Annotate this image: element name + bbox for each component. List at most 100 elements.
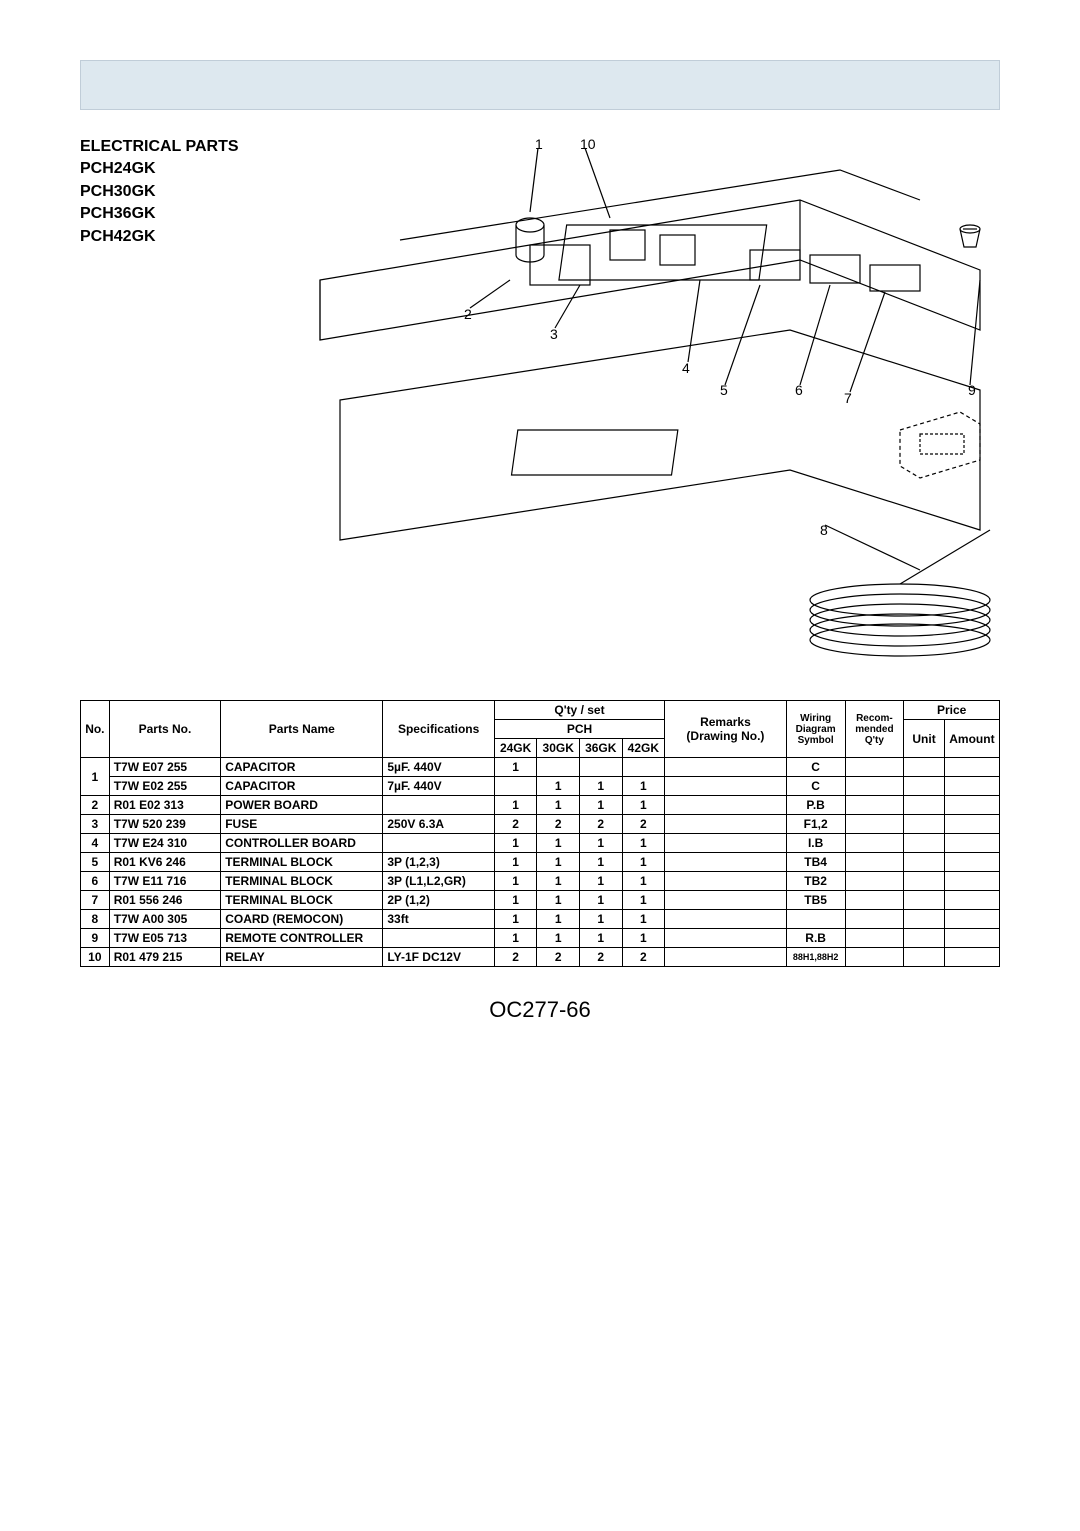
cell-no: 9 xyxy=(81,929,110,948)
cell-q42: 1 xyxy=(622,891,665,910)
cell-q42: 1 xyxy=(622,872,665,891)
model-label-block: ELECTRICAL PARTS PCH24GK PCH30GK PCH36GK… xyxy=(80,130,280,690)
cell-parts-name: REMOTE CONTROLLER xyxy=(221,929,383,948)
cell-parts-name: CAPACITOR xyxy=(221,758,383,777)
cell-q36: 1 xyxy=(579,796,622,815)
callout-4: 4 xyxy=(682,360,690,376)
cell-no: 1 xyxy=(81,758,110,796)
cell-symbol: I.B xyxy=(786,834,845,853)
cell-q36: 1 xyxy=(579,834,622,853)
parts-table-head: No. Parts No. Parts Name Specifications … xyxy=(81,701,1000,758)
parts-table-body: 1T7W E07 255CAPACITOR5µF. 440V1CT7W E02 … xyxy=(81,758,1000,967)
cell-remarks xyxy=(665,872,787,891)
cell-unit xyxy=(904,948,945,967)
cell-q42: 2 xyxy=(622,948,665,967)
cell-q30: 2 xyxy=(537,948,580,967)
cell-recom xyxy=(845,777,904,796)
cell-parts-no: R01 556 246 xyxy=(109,891,220,910)
cell-no: 10 xyxy=(81,948,110,967)
cell-amount xyxy=(944,910,999,929)
cell-amount xyxy=(944,929,999,948)
exploded-diagram: 1 10 2 3 4 5 6 7 9 8 xyxy=(280,130,1000,690)
cell-q24: 1 xyxy=(494,872,537,891)
cell-spec: LY-1F DC12V xyxy=(383,948,494,967)
cell-q36: 1 xyxy=(579,929,622,948)
cell-q30: 1 xyxy=(537,929,580,948)
cell-q36 xyxy=(579,758,622,777)
cell-spec: 33ft xyxy=(383,910,494,929)
cell-q24: 1 xyxy=(494,796,537,815)
cell-symbol: P.B xyxy=(786,796,845,815)
th-price: Price xyxy=(904,701,1000,720)
callout-1: 1 xyxy=(535,136,543,152)
cell-q42 xyxy=(622,758,665,777)
cell-amount xyxy=(944,872,999,891)
cell-no: 6 xyxy=(81,872,110,891)
cell-no: 7 xyxy=(81,891,110,910)
diagram-svg xyxy=(280,130,1000,690)
cell-unit xyxy=(904,777,945,796)
th-qty-set: Q'ty / set xyxy=(494,701,664,720)
cell-q42: 1 xyxy=(622,929,665,948)
cell-recom xyxy=(845,948,904,967)
cell-recom xyxy=(845,910,904,929)
cell-recom xyxy=(845,929,904,948)
table-row: 4T7W E24 310CONTROLLER BOARD1111I.B xyxy=(81,834,1000,853)
cell-symbol xyxy=(786,910,845,929)
cell-symbol: C xyxy=(786,777,845,796)
table-row: 3T7W 520 239FUSE250V 6.3A2222F1,2 xyxy=(81,815,1000,834)
cell-amount xyxy=(944,796,999,815)
cell-symbol: TB4 xyxy=(786,853,845,872)
cell-no: 8 xyxy=(81,910,110,929)
cell-unit xyxy=(904,834,945,853)
cell-parts-name: TERMINAL BLOCK xyxy=(221,872,383,891)
cell-q42: 1 xyxy=(622,853,665,872)
cell-spec: 3P (1,2,3) xyxy=(383,853,494,872)
cell-q24: 2 xyxy=(494,948,537,967)
cell-amount xyxy=(944,834,999,853)
cell-q42: 1 xyxy=(622,796,665,815)
cell-q24: 1 xyxy=(494,929,537,948)
cell-q42: 1 xyxy=(622,910,665,929)
table-row: 2R01 E02 313POWER BOARD1111P.B xyxy=(81,796,1000,815)
th-no: No. xyxy=(81,701,110,758)
cell-q36: 1 xyxy=(579,891,622,910)
cell-symbol: 88H1,88H2 xyxy=(786,948,845,967)
cell-q42: 2 xyxy=(622,815,665,834)
cell-parts-no: R01 E02 313 xyxy=(109,796,220,815)
cell-amount xyxy=(944,948,999,967)
cell-q24: 2 xyxy=(494,815,537,834)
cell-recom xyxy=(845,872,904,891)
callout-9: 9 xyxy=(968,382,976,398)
cell-unit xyxy=(904,796,945,815)
section-title: ELECTRICAL PARTS xyxy=(80,136,280,158)
callout-10: 10 xyxy=(580,136,596,152)
cell-q24: 1 xyxy=(494,853,537,872)
cell-unit xyxy=(904,872,945,891)
cell-unit xyxy=(904,910,945,929)
cell-q30: 1 xyxy=(537,777,580,796)
th-recom: Recom- mended Q'ty xyxy=(845,701,904,758)
cell-q36: 1 xyxy=(579,910,622,929)
cell-spec: 2P (1,2) xyxy=(383,891,494,910)
th-42gk: 42GK xyxy=(622,739,665,758)
cell-unit xyxy=(904,853,945,872)
parts-table: No. Parts No. Parts Name Specifications … xyxy=(80,700,1000,967)
cell-q24: 1 xyxy=(494,834,537,853)
cell-q42: 1 xyxy=(622,777,665,796)
cell-no: 2 xyxy=(81,796,110,815)
cell-spec: 5µF. 440V xyxy=(383,758,494,777)
cell-parts-name: FUSE xyxy=(221,815,383,834)
cell-recom xyxy=(845,796,904,815)
cell-remarks xyxy=(665,891,787,910)
cell-recom xyxy=(845,853,904,872)
cell-no: 3 xyxy=(81,815,110,834)
cell-amount xyxy=(944,853,999,872)
th-pch: PCH xyxy=(494,720,664,739)
th-30gk: 30GK xyxy=(537,739,580,758)
cell-q30: 1 xyxy=(537,891,580,910)
cell-unit xyxy=(904,929,945,948)
table-row: T7W E02 255CAPACITOR7µF. 440V111C xyxy=(81,777,1000,796)
cell-q30: 1 xyxy=(537,853,580,872)
cell-parts-name: TERMINAL BLOCK xyxy=(221,891,383,910)
